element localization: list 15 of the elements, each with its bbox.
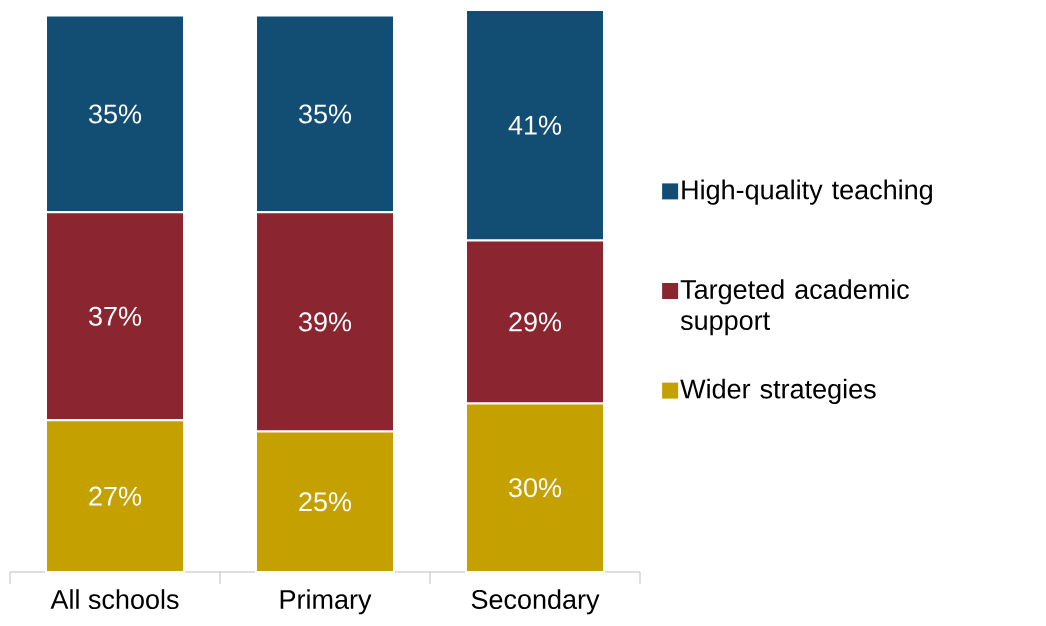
data-label: 29% <box>509 312 562 332</box>
legend-label: Targeted academic support <box>680 279 909 336</box>
x-tick-label: Secondary <box>471 589 600 615</box>
data-label: 27% <box>89 486 142 506</box>
data-label: 35% <box>89 104 142 124</box>
legend-label: High-quality teaching <box>682 179 932 205</box>
data-label: 30% <box>509 478 562 498</box>
x-tick-label: Primary <box>280 589 372 615</box>
data-label: 39% <box>299 312 352 332</box>
data-label: 41% <box>508 115 562 135</box>
data-label: 35% <box>299 104 352 124</box>
x-tick-label: All schools <box>50 589 179 610</box>
legend-label: Wider strategies <box>680 378 876 404</box>
data-label: 25% <box>299 492 352 512</box>
data-label: 37% <box>89 306 142 326</box>
